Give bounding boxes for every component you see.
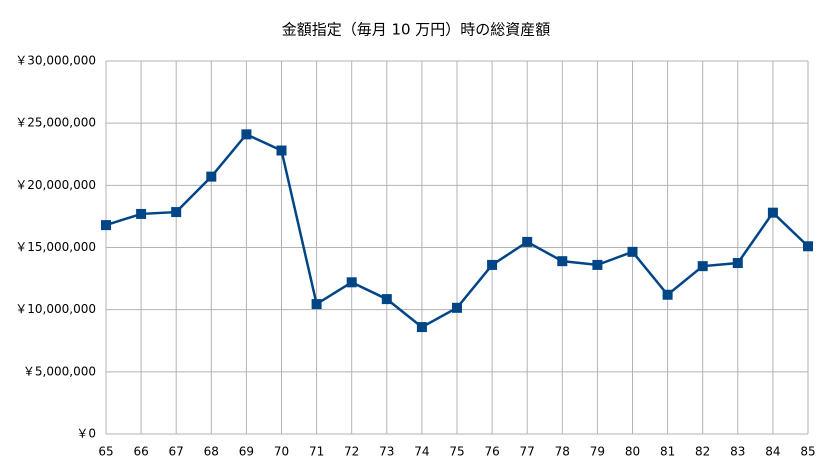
x-tick-label: 79 (590, 445, 605, 459)
data-point (487, 259, 498, 270)
data-point (381, 294, 392, 305)
data-point (276, 145, 287, 156)
y-tick-label: ￥25,000,000 (15, 116, 96, 130)
data-point (452, 302, 462, 313)
data-point (522, 236, 533, 247)
data-point (557, 256, 568, 267)
x-tick-label: 71 (309, 445, 324, 459)
data-point (592, 259, 603, 270)
y-tick-label: ￥20,000,000 (15, 178, 96, 192)
x-tick-label: 81 (660, 445, 675, 459)
x-tick-label: 65 (98, 445, 113, 459)
data-point (241, 129, 252, 140)
x-tick-label: 74 (414, 445, 429, 459)
data-point (136, 208, 147, 219)
data-point (101, 220, 111, 231)
chart-title: 金額指定（毎月 10 万円）時の総資産額 (282, 21, 551, 39)
x-tick-label: 85 (800, 445, 815, 459)
x-tick-label: 66 (133, 445, 148, 459)
y-tick-label: ￥10,000,000 (15, 302, 96, 316)
data-point (662, 289, 673, 300)
y-tick-label: ￥15,000,000 (15, 240, 96, 254)
x-tick-label: 82 (695, 445, 710, 459)
data-point (311, 299, 322, 310)
x-tick-label: 83 (730, 445, 745, 459)
y-tick-label: ￥0 (76, 427, 96, 441)
x-tick-label: 73 (379, 445, 394, 459)
x-tick-label: 77 (520, 445, 535, 459)
data-point (767, 207, 778, 218)
y-tick-label: ￥30,000,000 (15, 54, 96, 68)
x-tick-label: 72 (344, 445, 359, 459)
data-point (697, 261, 708, 272)
x-tick-label: 75 (449, 445, 464, 459)
data-point (416, 322, 427, 333)
x-tick-label: 70 (274, 445, 289, 459)
data-point (627, 246, 638, 257)
x-tick-label: 69 (239, 445, 254, 459)
x-tick-label: 68 (204, 445, 219, 459)
data-point (803, 241, 813, 252)
data-point (171, 207, 182, 218)
data-point (206, 171, 217, 182)
data-point (732, 258, 743, 269)
x-tick-label: 67 (169, 445, 184, 459)
x-tick-label: 84 (765, 445, 780, 459)
x-tick-label: 78 (555, 445, 570, 459)
x-tick-label: 80 (625, 445, 640, 459)
data-point (346, 277, 357, 288)
y-tick-label: ￥5,000,000 (23, 364, 96, 378)
x-tick-label: 76 (484, 445, 499, 459)
